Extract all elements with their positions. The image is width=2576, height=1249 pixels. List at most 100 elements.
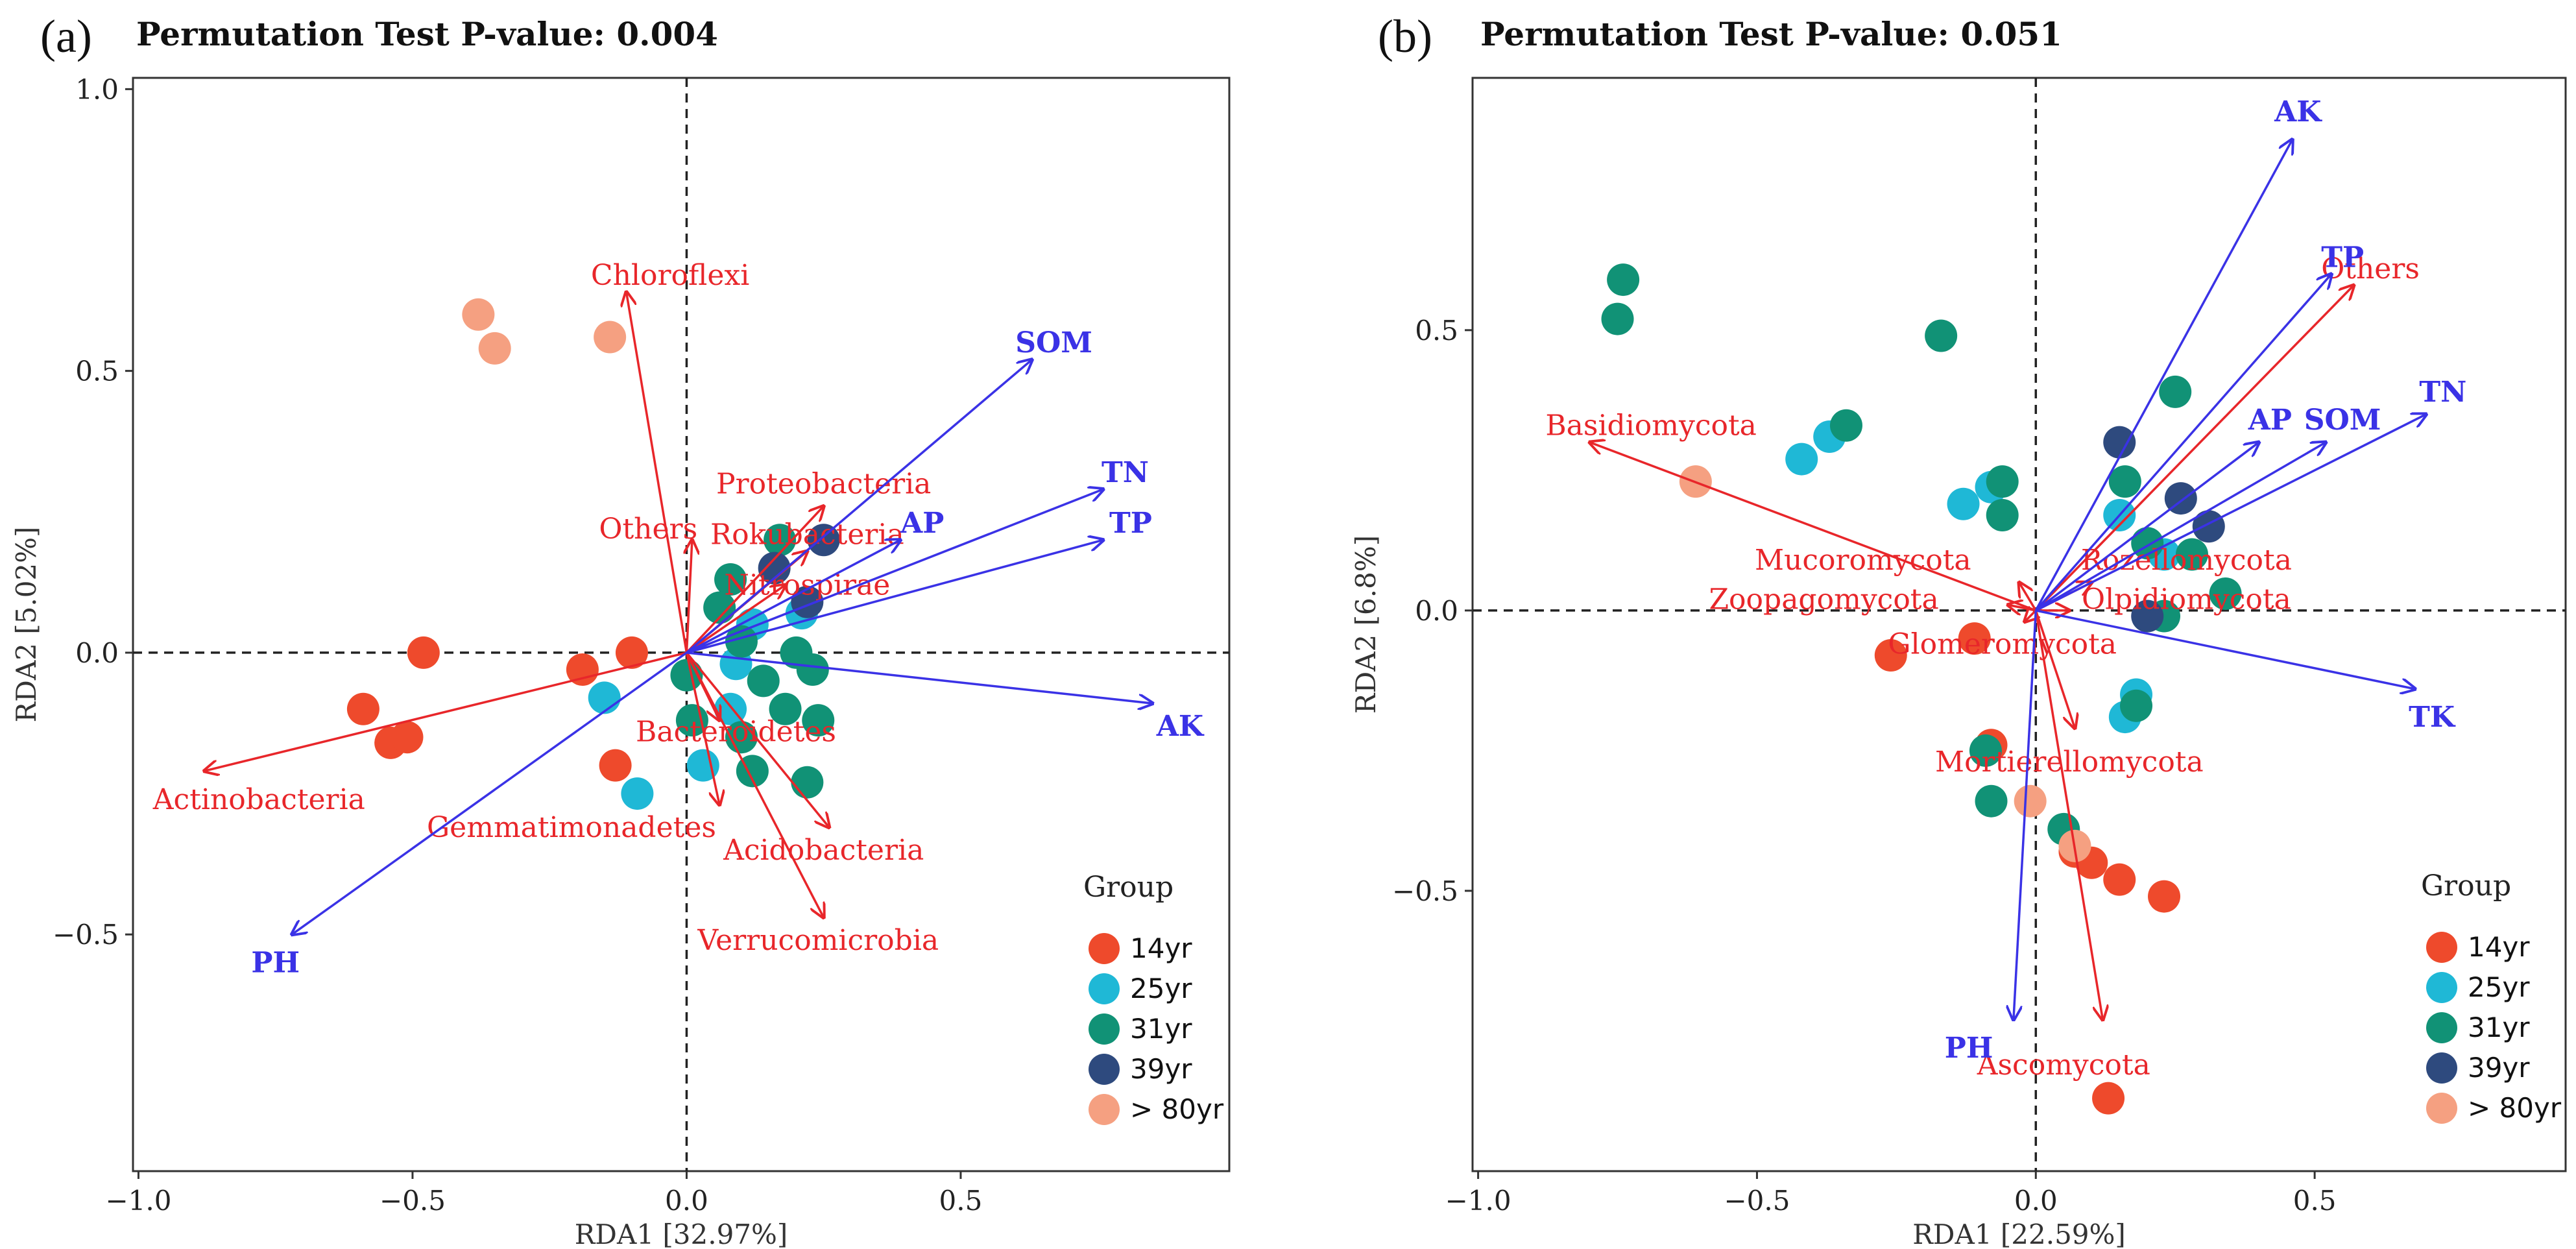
panel-a-x-axis-label: RDA1 [32.97%] <box>575 1219 788 1249</box>
panel-b-letter: (b) <box>1378 10 1432 62</box>
panel-a-x-tick-label: −0.5 <box>379 1185 446 1217</box>
taxon-arrow-verrucomicrobia <box>685 652 823 917</box>
panel-b-y-tick-label: 0.5 <box>1415 315 1458 346</box>
point-gt-80yr <box>594 321 627 354</box>
taxon-label-proteobacteria: Proteobacteria <box>716 467 931 500</box>
point-31yr <box>780 636 813 669</box>
legend-label-25yr: 25yr <box>2468 971 2530 1003</box>
point-39yr <box>758 552 791 585</box>
point-39yr <box>2131 600 2164 633</box>
legend-label-39yr: 39yr <box>1130 1053 1192 1085</box>
taxon-arrow-mucoromycota <box>2019 583 2037 611</box>
panel-a-x-tick-label: −1.0 <box>105 1185 171 1217</box>
env-arrow-tn <box>686 489 1103 654</box>
legend-label-25yr: 25yr <box>1130 973 1192 1004</box>
point-14yr <box>566 653 599 686</box>
taxon-arrow-ascomycota <box>2034 610 2102 1020</box>
point-25yr <box>1785 443 1818 476</box>
point-31yr <box>791 766 824 799</box>
panel-b-legend: Group 14yr 25yr 31yr 39yr > 80yr <box>2421 869 2562 1124</box>
taxon-arrow-others <box>686 540 692 653</box>
env-label-ak: AK <box>1156 710 1205 743</box>
legend-swatch-gt-80yr <box>1089 1094 1120 1125</box>
env-label-tp: TP <box>2321 241 2364 274</box>
taxon-label-bacteroidetes: Bacteroidetes <box>636 716 836 749</box>
panel-a-y-tick-label: −0.5 <box>53 919 119 951</box>
taxon-arrow-proteobacteria <box>686 506 823 654</box>
taxon-label-ascomycota: Ascomycota <box>1977 1049 2150 1082</box>
panel-a-y-tick-label: 0.5 <box>75 356 119 387</box>
env-arrow-tp <box>2034 274 2331 612</box>
legend-label-gt-80yr: > 80yr <box>2468 1092 2562 1124</box>
point-31yr <box>2108 465 2141 498</box>
taxon-arrow-gemmatimonadetes <box>685 652 719 805</box>
point-39yr <box>2192 510 2225 543</box>
env-label-som: SOM <box>2304 404 2381 437</box>
env-arrow-tp <box>686 540 1103 654</box>
legend-label-gt-80yr: > 80yr <box>1130 1093 1224 1125</box>
taxon-arrow-nitrospirae <box>686 585 785 654</box>
taxon-label-mucoromycota: Mucoromycota <box>1755 544 1971 577</box>
taxon-arrow-actinobacteria <box>204 651 687 771</box>
point-31yr <box>1829 409 1862 442</box>
point-14yr <box>1874 639 1907 672</box>
legend-swatch-gt-80yr <box>2426 1093 2457 1124</box>
env-label-tn: TN <box>2419 376 2466 409</box>
taxon-arrow-acidobacteria <box>686 651 829 827</box>
env-arrow-ak <box>2034 139 2292 611</box>
point-31yr <box>1601 302 1634 335</box>
panel-b-x-tick-label: 0.5 <box>2293 1185 2337 1217</box>
legend-label-14yr: 14yr <box>2468 931 2530 963</box>
env-arrow-ak <box>686 651 1152 703</box>
point-31yr <box>1969 734 2002 767</box>
point-31yr <box>2120 689 2153 722</box>
panel-b-x-tick-label: −0.5 <box>1724 1185 1790 1217</box>
panel-a-points <box>346 298 840 810</box>
legend-swatch-31yr <box>2426 1012 2457 1043</box>
taxon-label-nitrospirae: Nitrospirae <box>724 569 890 602</box>
taxon-label-acidobacteria: Acidobacteria <box>723 834 924 867</box>
point-14yr <box>2148 880 2181 913</box>
taxon-label-others: Others <box>599 513 697 546</box>
panel-a-y-tick-label: 0.0 <box>75 637 119 669</box>
panel-a: (a) Permutation Test P-value: 0.004 −1.0 −0… <box>10 10 1231 1249</box>
taxon-label-zoopagomycota: Zoopagomycota <box>1709 583 1938 616</box>
taxon-arrow-chloroflexi <box>627 292 688 653</box>
point-25yr <box>1947 487 1980 520</box>
panel-b-x-axis-label: RDA1 [22.59%] <box>1912 1219 2126 1249</box>
env-label-ak: AK <box>2274 95 2322 128</box>
panel-b-legend-title: Group <box>2421 869 2511 903</box>
point-39yr <box>2103 426 2136 459</box>
panel-a-y-tick-label: 1.0 <box>75 73 119 105</box>
panel-a-plot-frame <box>132 77 1231 1172</box>
panel-b-y-tick-label: 0.0 <box>1415 595 1458 627</box>
point-25yr <box>588 681 621 714</box>
point-31yr <box>802 704 835 737</box>
taxon-label-mortierellomycota: Mortierellomycota <box>1935 746 2204 779</box>
legend-swatch-14yr <box>2426 932 2457 963</box>
point-31yr <box>764 524 797 557</box>
taxon-label-chloroflexi: Chloroflexi <box>591 259 749 292</box>
legend-label-14yr: 14yr <box>1130 932 1192 964</box>
taxon-arrow-glomeromycota <box>2025 611 2036 622</box>
legend-swatch-39yr <box>1089 1054 1120 1085</box>
point-39yr <box>807 524 840 557</box>
taxon-label-gemmatimonadetes: Gemmatimonadetes <box>427 811 716 844</box>
legend-label-39yr: 39yr <box>2468 1052 2530 1084</box>
point-14yr <box>599 749 632 782</box>
point-31yr <box>2176 538 2209 571</box>
panel-b-points <box>1601 263 2242 1115</box>
point-31yr <box>1986 499 2019 531</box>
env-arrow-tn <box>2035 414 2426 612</box>
panel-a-title: Permutation Test P-value: 0.004 <box>136 15 718 53</box>
point-31yr <box>2209 577 2242 610</box>
env-label-som: SOM <box>1015 326 1092 359</box>
panel-b-title: Permutation Test P-value: 0.051 <box>1480 15 2062 53</box>
taxon-arrow-others <box>2035 285 2353 612</box>
taxon-label-actinobacteria: Actinobacteria <box>152 783 365 816</box>
taxon-label-others: Others <box>2321 252 2420 285</box>
point-31yr <box>769 692 802 725</box>
taxon-label-olpidiomycota: Olpidiomycota <box>2082 583 2291 616</box>
env-arrow-tk <box>2035 609 2415 689</box>
